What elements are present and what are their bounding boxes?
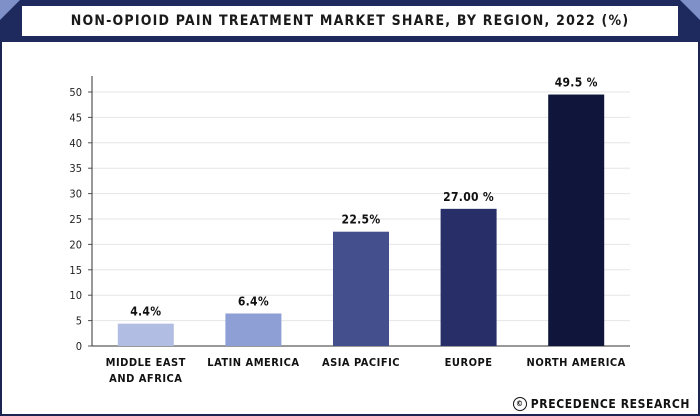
bar (225, 313, 282, 346)
x-category-label: AND AFRICA (109, 372, 182, 385)
y-tick-label: 20 (69, 238, 82, 251)
brand-credit: © PRECEDENCE RESEARCH (512, 397, 690, 411)
y-tick-label: 40 (69, 137, 82, 150)
title-bar: NON-OPIOID PAIN TREATMENT MARKET SHARE, … (0, 0, 700, 42)
bar (117, 323, 174, 346)
data-label: 27.00 % (443, 190, 494, 204)
y-tick-label: 45 (69, 111, 82, 124)
corner-decoration-right (680, 0, 700, 20)
x-category-label: NORTH AMERICA (527, 356, 626, 369)
copyright-icon: © (512, 397, 527, 411)
bar (440, 208, 497, 346)
x-category-label: MIDDLE EAST (106, 356, 186, 369)
chart-title: NON-OPIOID PAIN TREATMENT MARKET SHARE, … (22, 6, 678, 36)
corner-decoration-left (0, 0, 20, 20)
y-tick-label: 30 (69, 188, 82, 201)
y-tick-label: 50 (69, 86, 82, 99)
y-tick-label: 15 (69, 264, 82, 277)
x-category-label: LATIN AMERICA (207, 356, 299, 369)
y-tick-label: 35 (69, 162, 82, 175)
y-tick-label: 25 (69, 213, 82, 226)
data-label: 49.5 % (555, 76, 598, 90)
bar (333, 231, 389, 346)
data-label: 6.4% (238, 294, 269, 308)
y-tick-label: 5 (76, 315, 82, 328)
bar (548, 94, 605, 346)
x-category-label: ASIA PACIFIC (322, 356, 400, 369)
data-label: 4.4% (130, 305, 161, 319)
brand-name: PRECEDENCE RESEARCH (530, 397, 690, 411)
data-label: 22.5% (342, 213, 381, 227)
y-tick-label: 10 (69, 289, 82, 302)
x-category-label: EUROPE (445, 356, 493, 369)
y-tick-label: 0 (76, 340, 82, 353)
